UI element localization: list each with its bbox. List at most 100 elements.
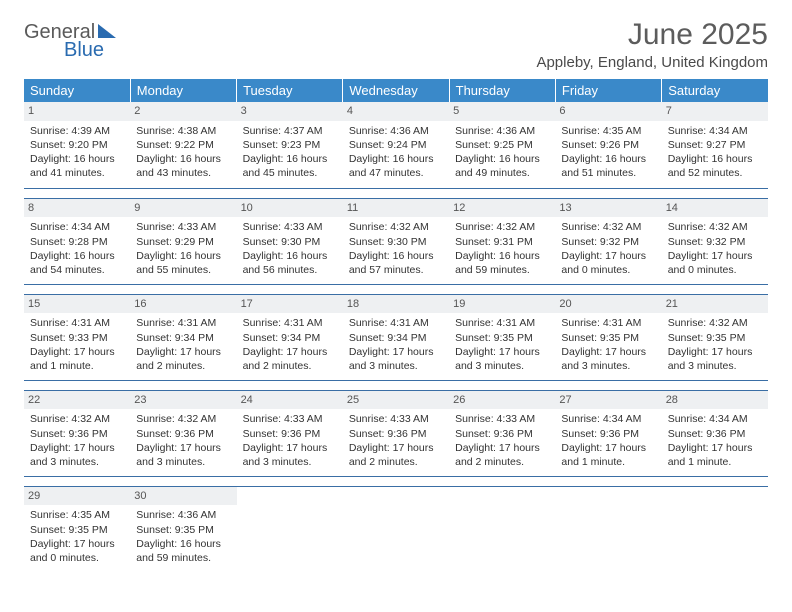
sunrise-line: Sunrise: 4:34 AM bbox=[561, 412, 655, 426]
day-cell: 13Sunrise: 4:32 AMSunset: 9:32 PMDayligh… bbox=[555, 198, 661, 284]
sunset-line: Sunset: 9:20 PM bbox=[30, 138, 124, 152]
sunset-line: Sunset: 9:32 PM bbox=[668, 235, 762, 249]
daylight-line: Daylight: 16 hours and 57 minutes. bbox=[349, 249, 443, 277]
sunset-line: Sunset: 9:34 PM bbox=[136, 331, 230, 345]
header: General Blue June 2025 Appleby, England,… bbox=[24, 18, 768, 71]
day-cell: 14Sunrise: 4:32 AMSunset: 9:32 PMDayligh… bbox=[662, 198, 768, 284]
weekday-header: Thursday bbox=[449, 79, 555, 102]
day-cell: 29Sunrise: 4:35 AMSunset: 9:35 PMDayligh… bbox=[24, 486, 130, 572]
sunset-line: Sunset: 9:28 PM bbox=[30, 235, 124, 249]
calendar-table: SundayMondayTuesdayWednesdayThursdayFrid… bbox=[24, 79, 768, 572]
sunset-line: Sunset: 9:35 PM bbox=[136, 523, 230, 537]
sunrise-line: Sunrise: 4:33 AM bbox=[455, 412, 549, 426]
sunset-line: Sunset: 9:26 PM bbox=[561, 138, 655, 152]
day-number: 22 bbox=[24, 391, 130, 410]
day-cell: 18 Sunrise: 4:31 AMSunset: 9:34 PMDayligh… bbox=[343, 294, 449, 380]
day-cell bbox=[237, 486, 343, 572]
weekday-header: Wednesday bbox=[343, 79, 449, 102]
day-cell: 27Sunrise: 4:34 AMSunset: 9:36 PMDayligh… bbox=[555, 390, 661, 476]
day-number: 29 bbox=[24, 487, 130, 506]
day-cell: 24Sunrise: 4:33 AMSunset: 9:36 PMDayligh… bbox=[237, 390, 343, 476]
week-row: 1Sunrise: 4:39 AMSunset: 9:20 PMDaylight… bbox=[24, 102, 768, 188]
daylight-line: Daylight: 16 hours and 41 minutes. bbox=[30, 152, 124, 180]
daylight-line: Daylight: 16 hours and 52 minutes. bbox=[668, 152, 762, 180]
day-cell: 26Sunrise: 4:33 AMSunset: 9:36 PMDayligh… bbox=[449, 390, 555, 476]
week-row: 29Sunrise: 4:35 AMSunset: 9:35 PMDayligh… bbox=[24, 486, 768, 572]
day-cell: 5Sunrise: 4:36 AMSunset: 9:25 PMDaylight… bbox=[449, 102, 555, 188]
daylight-line: Daylight: 17 hours and 2 minutes. bbox=[243, 345, 337, 373]
sunrise-line: Sunrise: 4:31 AM bbox=[136, 316, 230, 330]
weekday-header: Friday bbox=[555, 79, 661, 102]
day-number: 30 bbox=[130, 487, 236, 506]
sunset-line: Sunset: 9:23 PM bbox=[243, 138, 337, 152]
sunrise-line: Sunrise: 4:31 AM bbox=[455, 316, 549, 330]
week-row: 8Sunrise: 4:34 AMSunset: 9:28 PMDaylight… bbox=[24, 198, 768, 284]
daylight-line: Daylight: 17 hours and 3 minutes. bbox=[349, 345, 443, 373]
sunset-line: Sunset: 9:35 PM bbox=[455, 331, 549, 345]
sunset-line: Sunset: 9:27 PM bbox=[668, 138, 762, 152]
sunset-line: Sunset: 9:25 PM bbox=[455, 138, 549, 152]
day-number: 13 bbox=[555, 199, 661, 218]
sunrise-line: Sunrise: 4:31 AM bbox=[561, 316, 655, 330]
daylight-line: Daylight: 17 hours and 1 minute. bbox=[668, 441, 762, 469]
daylight-line: Daylight: 16 hours and 54 minutes. bbox=[30, 249, 124, 277]
sunset-line: Sunset: 9:35 PM bbox=[561, 331, 655, 345]
daylight-line: Daylight: 16 hours and 47 minutes. bbox=[349, 152, 443, 180]
sunrise-line: Sunrise: 4:31 AM bbox=[349, 316, 443, 330]
sunset-line: Sunset: 9:35 PM bbox=[668, 331, 762, 345]
location: Appleby, England, United Kingdom bbox=[536, 54, 768, 71]
daylight-line: Daylight: 17 hours and 1 minute. bbox=[30, 345, 124, 373]
day-cell bbox=[662, 486, 768, 572]
sunset-line: Sunset: 9:22 PM bbox=[136, 138, 230, 152]
sunset-line: Sunset: 9:36 PM bbox=[349, 427, 443, 441]
sunrise-line: Sunrise: 4:31 AM bbox=[243, 316, 337, 330]
sunset-line: Sunset: 9:34 PM bbox=[243, 331, 337, 345]
sunrise-line: Sunrise: 4:36 AM bbox=[349, 124, 443, 138]
day-cell: 7Sunrise: 4:34 AMSunset: 9:27 PMDaylight… bbox=[662, 102, 768, 188]
week-separator bbox=[24, 476, 768, 486]
sunset-line: Sunset: 9:29 PM bbox=[136, 235, 230, 249]
sunset-line: Sunset: 9:30 PM bbox=[243, 235, 337, 249]
sunset-line: Sunset: 9:36 PM bbox=[455, 427, 549, 441]
daylight-line: Daylight: 17 hours and 2 minutes. bbox=[136, 345, 230, 373]
day-cell: 2Sunrise: 4:38 AMSunset: 9:22 PMDaylight… bbox=[130, 102, 236, 188]
sunset-line: Sunset: 9:36 PM bbox=[561, 427, 655, 441]
sunrise-line: Sunrise: 4:33 AM bbox=[349, 412, 443, 426]
day-cell: 19Sunrise: 4:31 AMSunset: 9:35 PMDayligh… bbox=[449, 294, 555, 380]
day-number: 15 bbox=[24, 295, 130, 314]
day-number: 12 bbox=[449, 199, 555, 218]
logo: General Blue bbox=[24, 18, 134, 58]
day-number: 24 bbox=[237, 391, 343, 410]
day-cell: 11Sunrise: 4:32 AMSunset: 9:30 PMDayligh… bbox=[343, 198, 449, 284]
day-cell bbox=[449, 486, 555, 572]
day-number: 18 bbox=[343, 295, 449, 314]
sunset-line: Sunset: 9:35 PM bbox=[30, 523, 124, 537]
day-number: 28 bbox=[662, 391, 768, 410]
logo-triangle-icon bbox=[98, 24, 116, 38]
day-number: 3 bbox=[237, 102, 343, 121]
week-separator bbox=[24, 188, 768, 198]
day-number: 14 bbox=[662, 199, 768, 218]
daylight-line: Daylight: 16 hours and 59 minutes. bbox=[455, 249, 549, 277]
sunset-line: Sunset: 9:34 PM bbox=[349, 331, 443, 345]
daylight-line: Daylight: 17 hours and 0 minutes. bbox=[30, 537, 124, 565]
sunrise-line: Sunrise: 4:32 AM bbox=[349, 220, 443, 234]
day-number: 16 bbox=[130, 295, 236, 314]
day-cell: 10Sunrise: 4:33 AMSunset: 9:30 PMDayligh… bbox=[237, 198, 343, 284]
day-cell: 4Sunrise: 4:36 AMSunset: 9:24 PMDaylight… bbox=[343, 102, 449, 188]
day-cell: 9Sunrise: 4:33 AMSunset: 9:29 PMDaylight… bbox=[130, 198, 236, 284]
sunrise-line: Sunrise: 4:37 AM bbox=[243, 124, 337, 138]
weekday-header: Saturday bbox=[662, 79, 768, 102]
sunrise-line: Sunrise: 4:32 AM bbox=[561, 220, 655, 234]
sunrise-line: Sunrise: 4:32 AM bbox=[30, 412, 124, 426]
week-row: 15Sunrise: 4:31 AMSunset: 9:33 PMDayligh… bbox=[24, 294, 768, 380]
daylight-line: Daylight: 17 hours and 3 minutes. bbox=[30, 441, 124, 469]
daylight-line: Daylight: 17 hours and 2 minutes. bbox=[455, 441, 549, 469]
sunrise-line: Sunrise: 4:36 AM bbox=[136, 508, 230, 522]
daylight-line: Daylight: 16 hours and 49 minutes. bbox=[455, 152, 549, 180]
day-cell: 22Sunrise: 4:32 AMSunset: 9:36 PMDayligh… bbox=[24, 390, 130, 476]
daylight-line: Daylight: 16 hours and 51 minutes. bbox=[561, 152, 655, 180]
day-number: 17 bbox=[237, 295, 343, 314]
day-cell: 23Sunrise: 4:32 AMSunset: 9:36 PMDayligh… bbox=[130, 390, 236, 476]
sunset-line: Sunset: 9:30 PM bbox=[349, 235, 443, 249]
